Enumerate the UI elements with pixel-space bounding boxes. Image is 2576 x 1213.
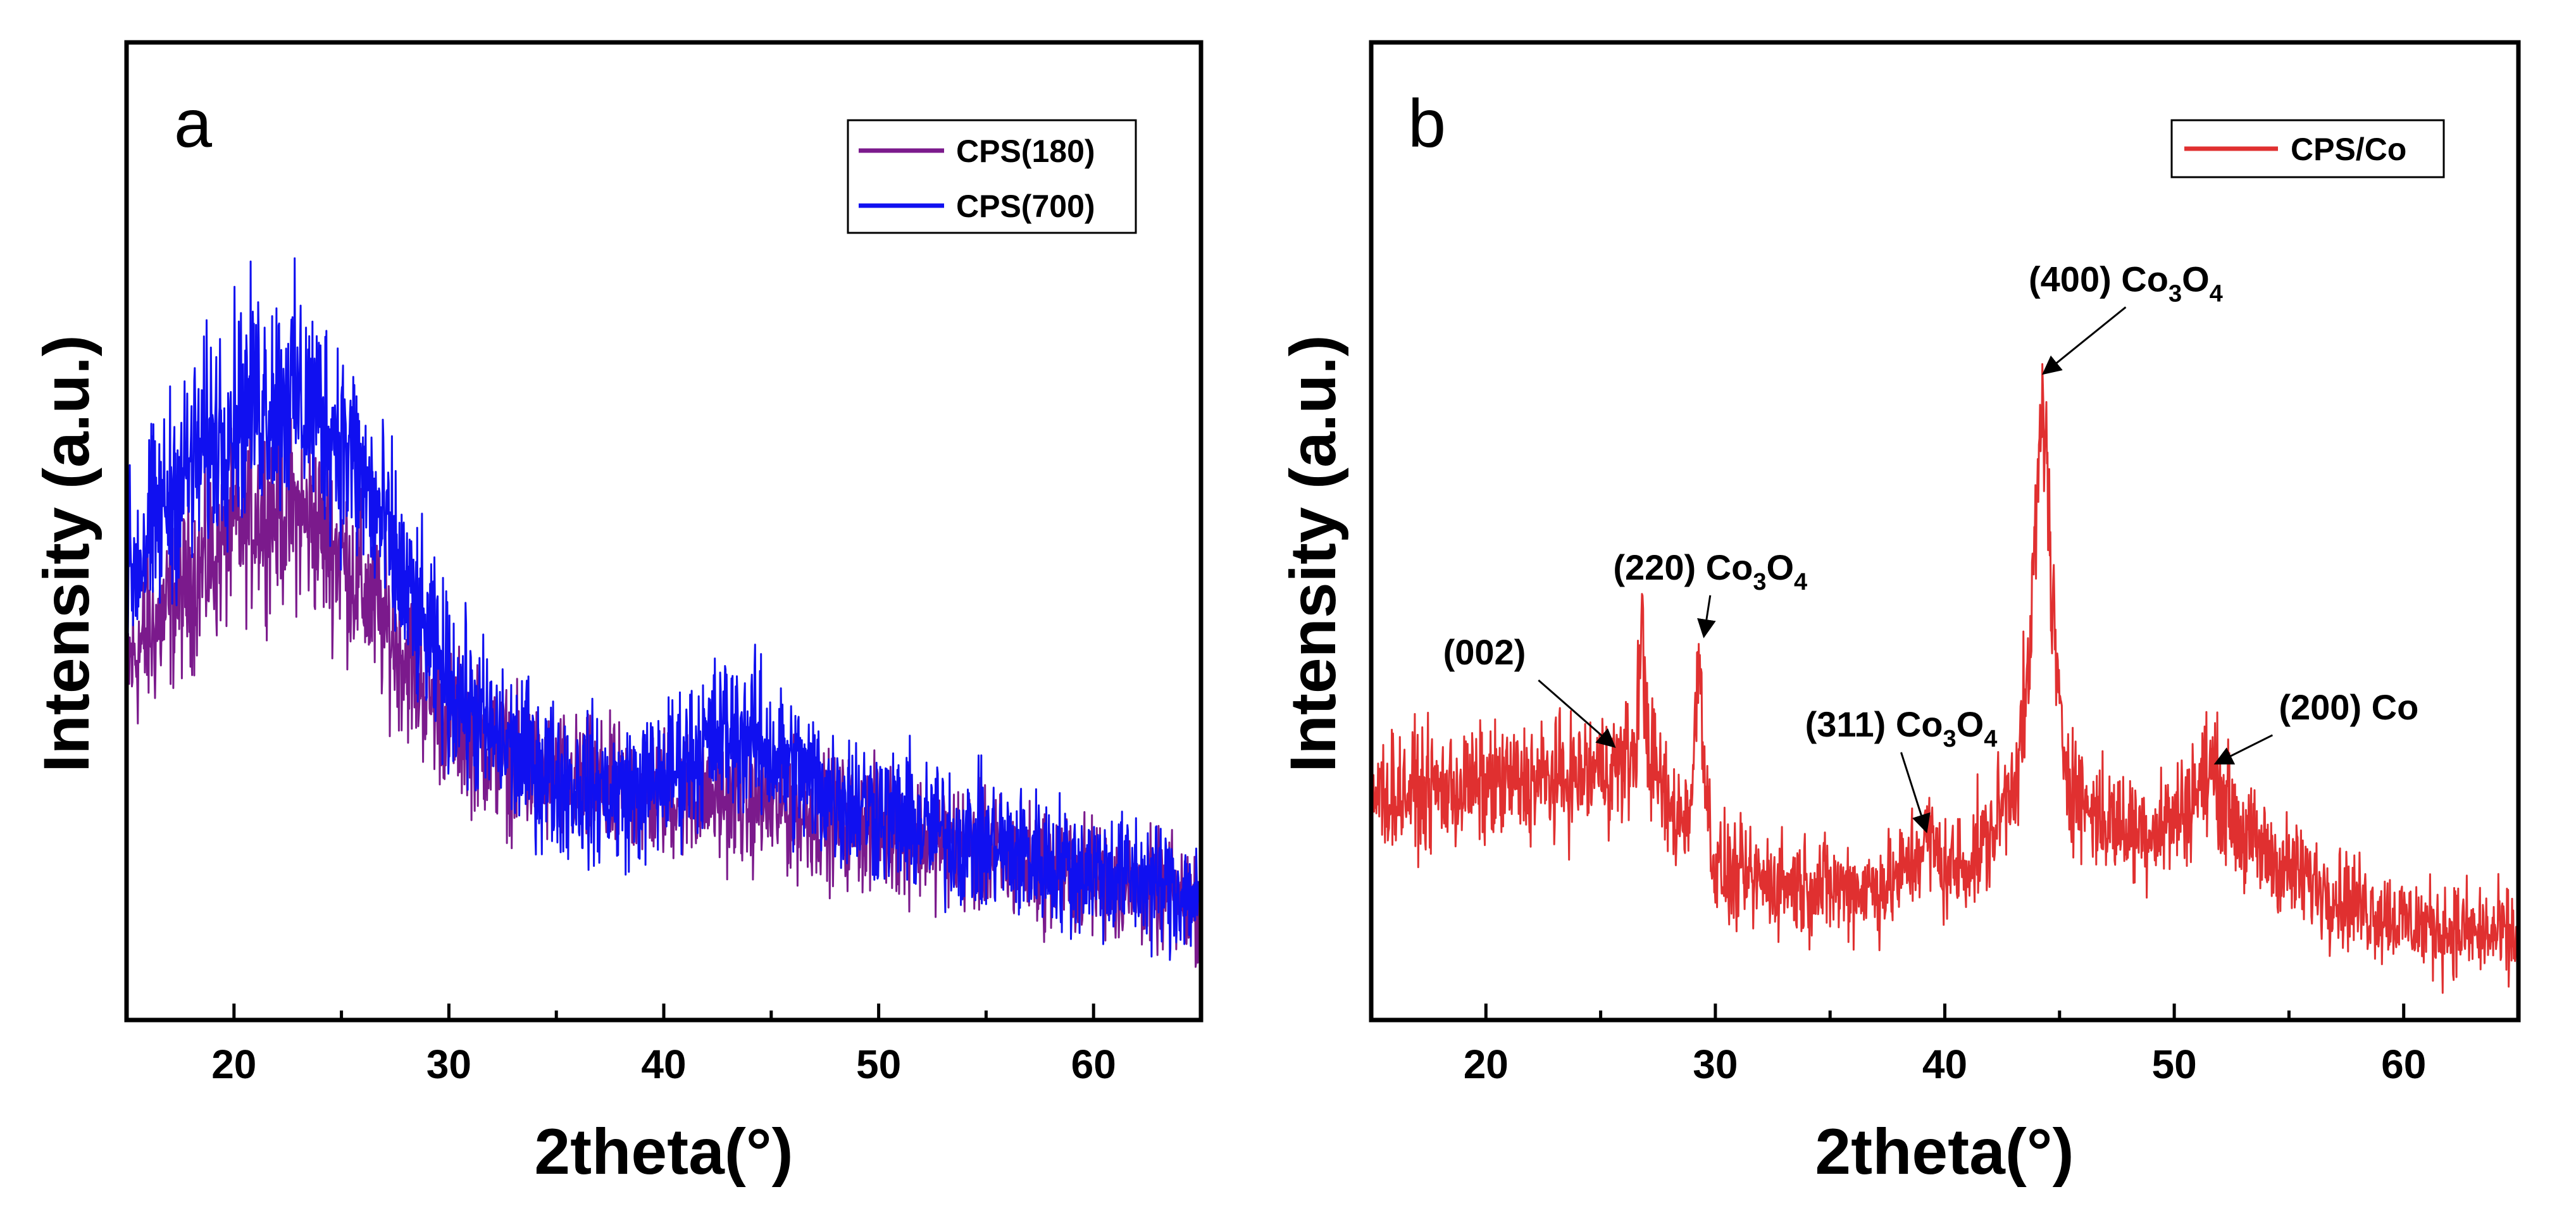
annotation-arrow (2213, 734, 2274, 765)
x-tick-label-40: 40 (641, 1042, 686, 1087)
panel-b-annotations: (002) (220) Co3O4 (311) Co3O4 (400) Co3O4 (2… (1443, 259, 2418, 833)
panel-a-y-axis-title: Intensity (a.u.) (30, 335, 103, 772)
panel-b-y-axis-title: Intensity (a.u.) (1277, 335, 1349, 772)
panel-b-series-group (1371, 363, 2518, 994)
panel-b-letter: b (1408, 85, 1446, 161)
annotation-arrow (1697, 595, 1716, 638)
panel-a-series-group (127, 257, 1201, 968)
legend-label-cpsco: CPS/Co (2291, 132, 2406, 167)
peak-annotation-label: (200) Co (2279, 687, 2418, 727)
x-tick-label-60: 60 (2381, 1042, 2426, 1087)
x-tick-label-30: 30 (426, 1042, 471, 1087)
peak-annotation-label: (220) Co3O4 (1613, 547, 1807, 595)
panel-a-chart: 20 30 40 50 60 a 2theta(°) Intensity (a.u.) … (30, 40, 1204, 1188)
legend-label-cps700: CPS(700) (956, 189, 1095, 224)
annotation-arrow (1900, 752, 1931, 833)
x-tick-label-20: 20 (1464, 1042, 1509, 1087)
series-line-cps-700- (127, 257, 1201, 961)
annotation-arrow (1538, 679, 1616, 748)
legend-label-cps180: CPS(180) (956, 134, 1095, 169)
panel-a-letter: a (174, 85, 213, 161)
panel-b-x-axis-title: 2theta(°) (1815, 1116, 2074, 1188)
series-line-cps-co (1371, 363, 2518, 994)
peak-annotation-label: (311) Co3O4 (1805, 704, 1998, 752)
panel-a-legend: CPS(180) CPS(700) (847, 119, 1137, 234)
panel-a-x-ticks: 20 30 40 50 60 (125, 1004, 1203, 1087)
panel-b-legend: CPS/Co (2170, 119, 2445, 178)
x-tick-label-40: 40 (1922, 1042, 1967, 1087)
x-tick-label-20: 20 (211, 1042, 256, 1087)
panel-a-x-axis-title: 2theta(°) (534, 1116, 793, 1188)
panel-b-chart: 20 30 40 50 60 (002) (220) Co3O4 (311) Co3O4 (4… (1277, 40, 2521, 1188)
panel-b-x-ticks: 20 30 40 50 60 (1369, 1004, 2520, 1087)
peak-annotation-label: (002) (1443, 632, 1526, 672)
peak-annotation-label: (400) Co3O4 (2029, 259, 2223, 307)
panel-a-legend-box (847, 119, 1137, 234)
x-tick-label-50: 50 (856, 1042, 901, 1087)
x-tick-label-50: 50 (2152, 1042, 2197, 1087)
x-tick-label-60: 60 (1071, 1042, 1116, 1087)
x-tick-label-30: 30 (1693, 1042, 1738, 1087)
annotation-arrow (2042, 306, 2127, 375)
